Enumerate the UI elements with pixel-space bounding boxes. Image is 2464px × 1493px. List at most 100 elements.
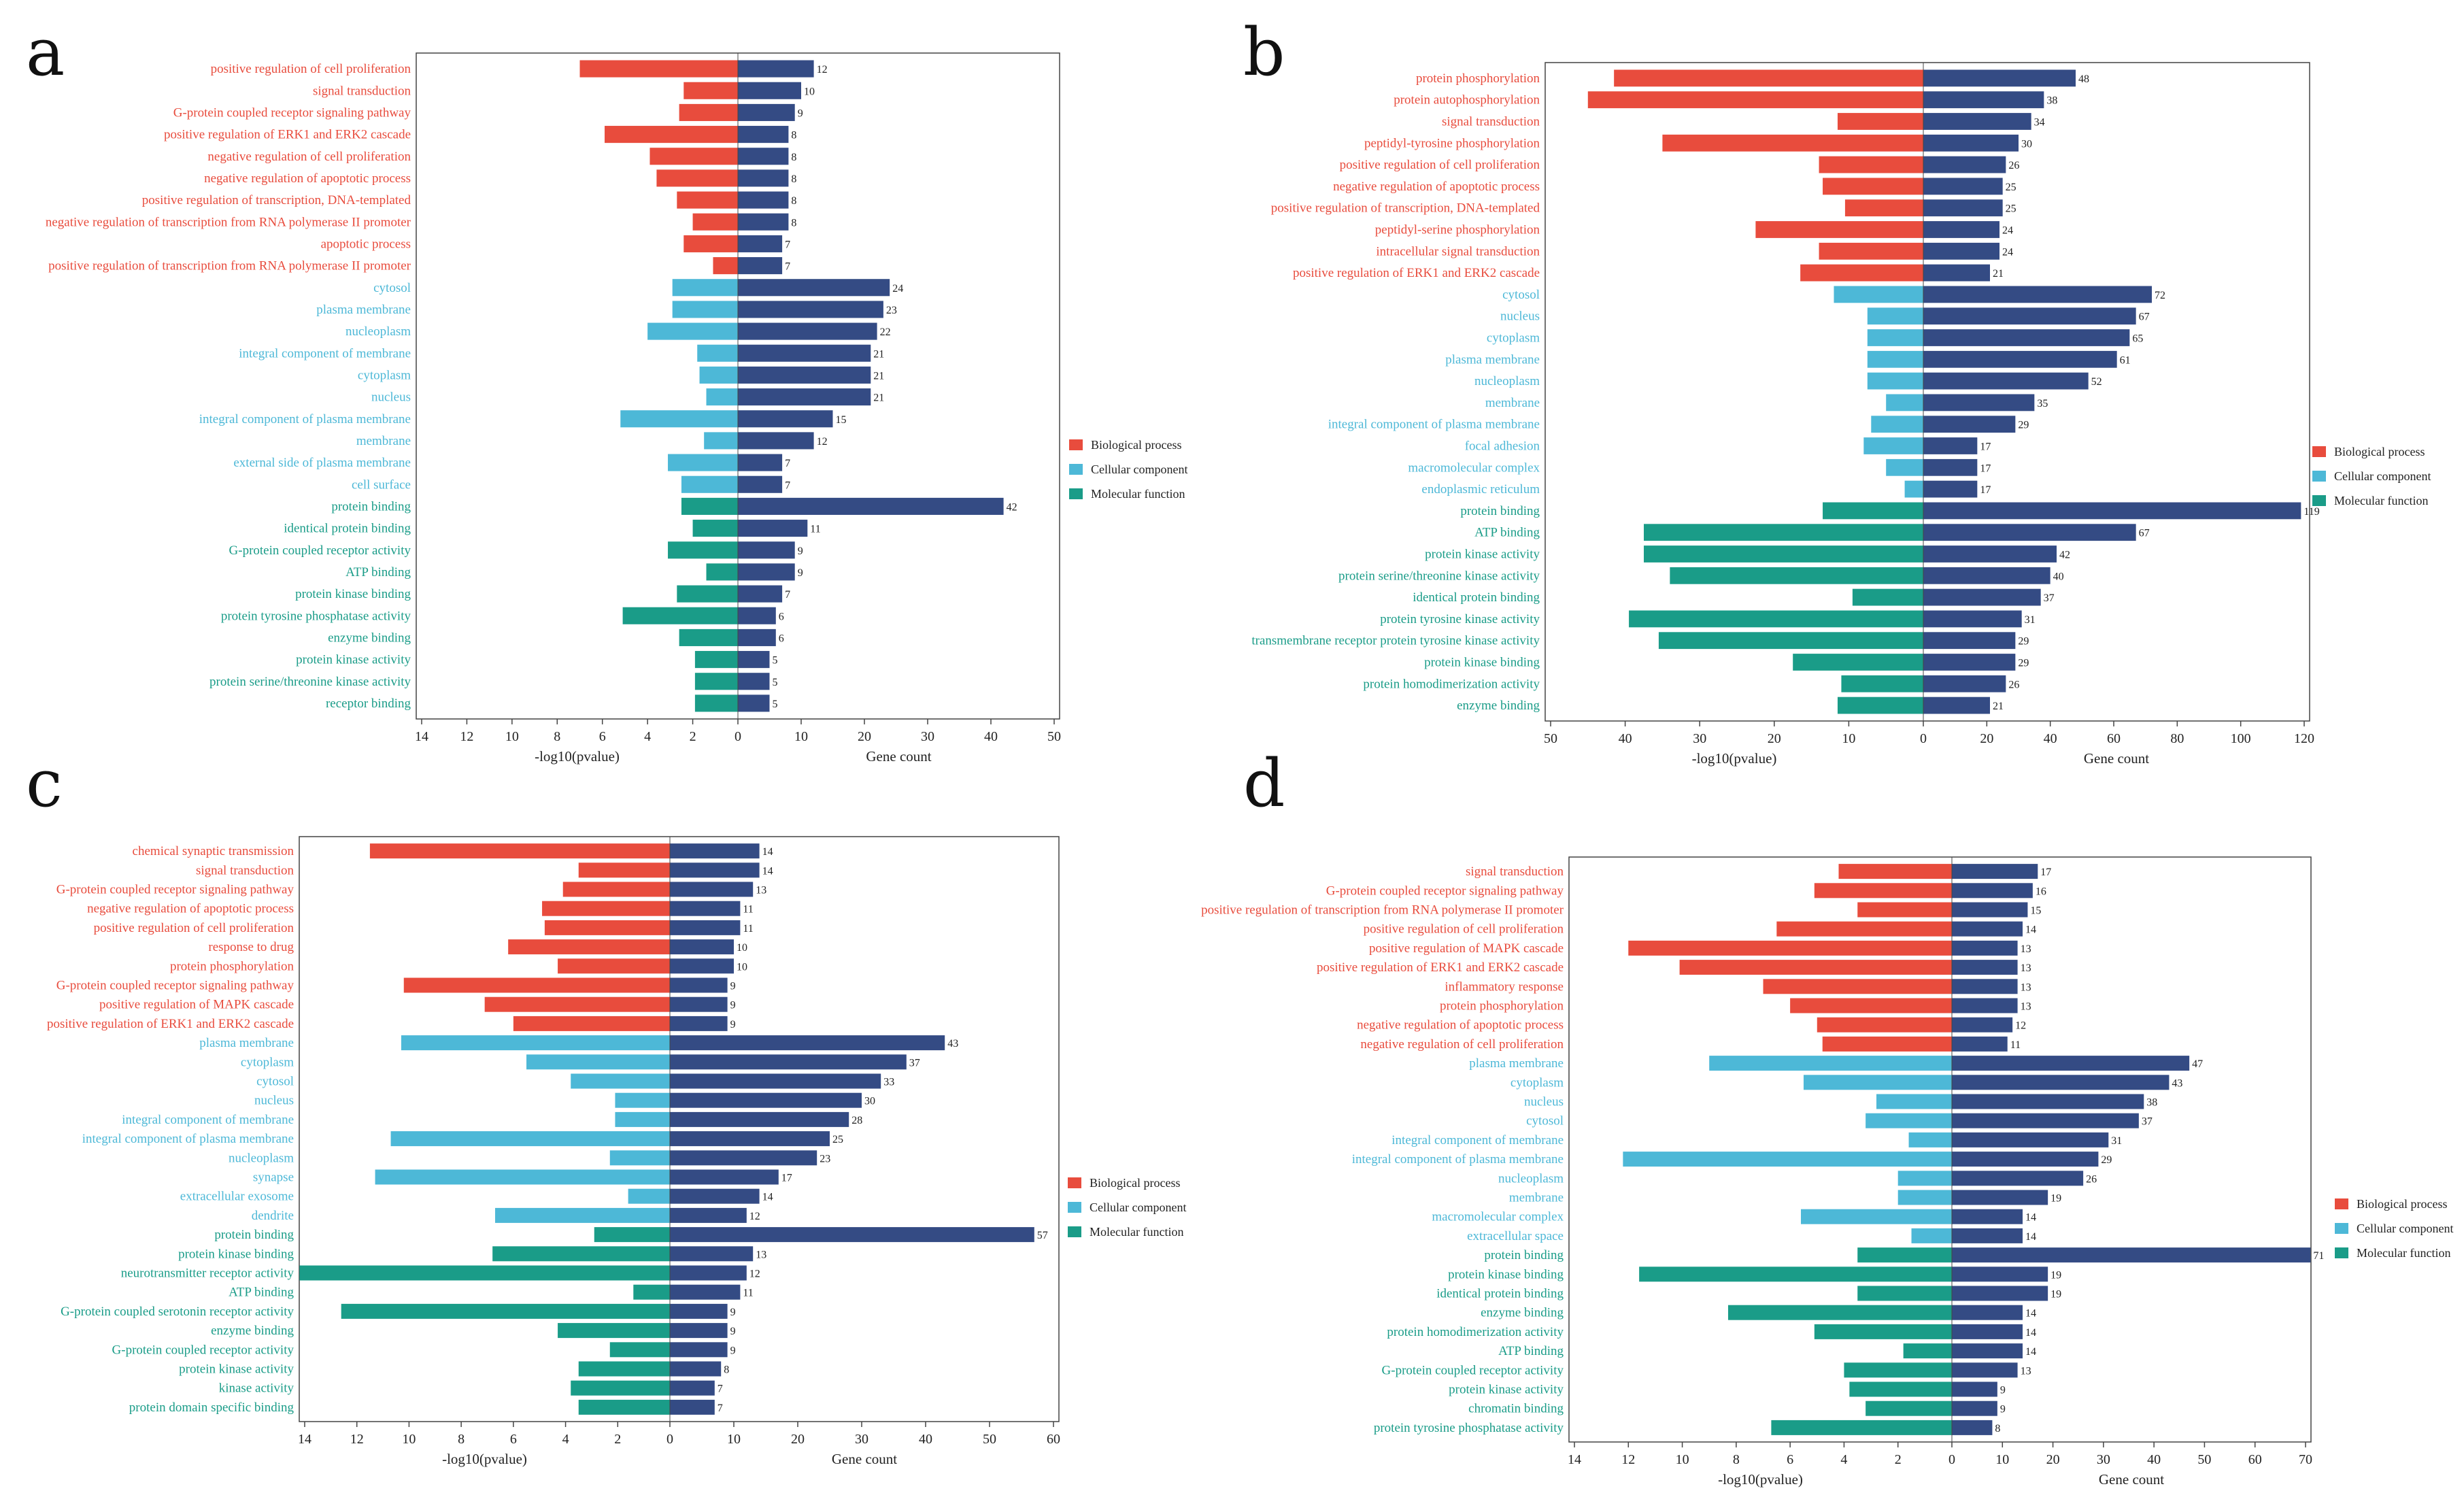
count-label: 48: [2078, 73, 2089, 85]
count-label: 30: [2021, 138, 2032, 150]
count-bar: [1923, 69, 2076, 87]
count-label: 13: [2021, 982, 2031, 993]
term-label: negative regulation of cell proliferatio…: [1360, 1037, 1564, 1052]
pvalue-bar: [562, 882, 670, 897]
count-label: 6: [779, 633, 784, 644]
count-bar: [738, 148, 789, 165]
count-bar: [738, 585, 783, 603]
count-bar: [1952, 1400, 1997, 1416]
pvalue-bar: [1628, 940, 1952, 956]
count-label: 7: [785, 589, 790, 601]
pvalue-bar: [1793, 654, 1923, 671]
count-bar: [1923, 134, 2019, 152]
tick-label: 4: [562, 1432, 569, 1447]
pvalue-bar: [677, 585, 738, 603]
count-bar: [1952, 902, 2028, 918]
count-bar: [1952, 864, 2038, 879]
count-bar: [1952, 1190, 2048, 1205]
count-label: 31: [2111, 1135, 2122, 1147]
count-label: 11: [743, 904, 753, 916]
term-label: protein tyrosine phosphatase activity: [1374, 1421, 1564, 1435]
tick-label: 6: [510, 1432, 517, 1447]
term-label: enzyme binding: [1457, 699, 1540, 713]
term-label: cytosol: [256, 1075, 294, 1089]
pvalue-bar: [1614, 69, 1923, 87]
count-bar: [1923, 546, 2057, 563]
pvalue-bar: [1849, 1381, 1952, 1397]
pvalue-bar: [1679, 960, 1952, 975]
legend: Biological process Cellular component Mole…: [1068, 1176, 1186, 1239]
count-label: 23: [886, 305, 897, 316]
term-label: protein kinase binding: [1424, 656, 1540, 670]
tick-label: 10: [505, 729, 519, 744]
count-label: 14: [762, 846, 773, 858]
pvalue-bar: [1803, 1075, 1952, 1090]
count-label: 17: [1980, 441, 1991, 453]
count-label: 37: [2142, 1116, 2153, 1128]
pvalue-bar: [299, 1265, 670, 1281]
tick-label: 10: [794, 729, 808, 744]
pvalue-bar: [679, 628, 738, 646]
term-label: protein serine/threonine kinase activity: [209, 675, 411, 689]
count-label: 8: [791, 195, 796, 207]
pvalue-bar: [1867, 329, 1923, 346]
pvalue-bar: [677, 191, 738, 209]
tick-label: 50: [1047, 729, 1061, 744]
pvalue-bar: [1755, 221, 1923, 238]
pvalue-bar: [401, 1035, 670, 1051]
term-label: transmembrane receptor protein tyrosine …: [1251, 634, 1540, 648]
count-label: 13: [2021, 1001, 2031, 1013]
count-label: 38: [2046, 95, 2057, 107]
count-bar: [1952, 1152, 2099, 1167]
pvalue-bar: [1837, 113, 1923, 130]
pvalue-bar: [579, 60, 738, 78]
term-labels: positive regulation of cell proliferatio…: [46, 62, 411, 711]
term-label: negative regulation of apoptotic process: [204, 171, 411, 186]
pvalue-bar: [615, 1092, 670, 1108]
tick-label: 0: [1948, 1452, 1955, 1467]
tick-label: 6: [599, 729, 606, 744]
count-label: 30: [864, 1096, 875, 1107]
pvalue-bar: [1727, 1305, 1952, 1320]
legend-swatch: [2312, 495, 2326, 506]
count-label: 14: [2025, 1231, 2036, 1243]
panel-letter-c: c: [26, 745, 63, 822]
count-label: 31: [2025, 614, 2036, 626]
pvalue-bar: [694, 694, 738, 712]
count-bar: [1952, 1286, 2048, 1301]
count-bar: [670, 843, 760, 859]
count-label: 6: [779, 611, 784, 622]
x-axis-label-left: -log10(pvalue): [442, 1451, 527, 1467]
panel-a: a 121098888877242322212121151277421199766…: [26, 14, 1187, 765]
pvalue-bar: [1790, 998, 1952, 1013]
count-label: 7: [785, 239, 790, 250]
count-bar: [1952, 1113, 2139, 1128]
term-label: nucleoplasm: [345, 324, 411, 339]
legend-entry: Biological process: [2357, 1197, 2447, 1211]
pvalue-bar: [1857, 1247, 1952, 1263]
tick-label: 10: [1842, 731, 1855, 746]
count-label: 67: [2139, 312, 2150, 323]
count-label: 37: [2044, 592, 2055, 604]
panel-c: c141413111110109994337333028252317141257…: [26, 745, 1186, 1467]
term-label: identical protein binding: [1436, 1287, 1564, 1301]
pvalue-bar: [578, 1361, 670, 1377]
count-label: 17: [781, 1173, 792, 1184]
count-bar: [738, 563, 795, 581]
tick-label: 20: [791, 1432, 805, 1447]
term-label: nucleoplasm: [1498, 1171, 1564, 1186]
count-bar: [738, 60, 814, 78]
count-bar: [1952, 960, 2018, 975]
count-bar: [1923, 502, 2301, 520]
term-label: cytoplasm: [1511, 1075, 1564, 1090]
count-label: 22: [880, 326, 891, 338]
count-bar: [670, 1131, 830, 1147]
pvalue-bar: [508, 939, 670, 955]
term-label: signal transduction: [1466, 865, 1564, 879]
count-bar: [670, 996, 728, 1012]
plot-frame: [1545, 62, 2310, 722]
count-label: 21: [1993, 701, 2004, 712]
term-label: integral component of membrane: [1391, 1133, 1564, 1147]
count-label: 40: [2053, 571, 2064, 582]
pvalue-bar: [605, 126, 738, 144]
